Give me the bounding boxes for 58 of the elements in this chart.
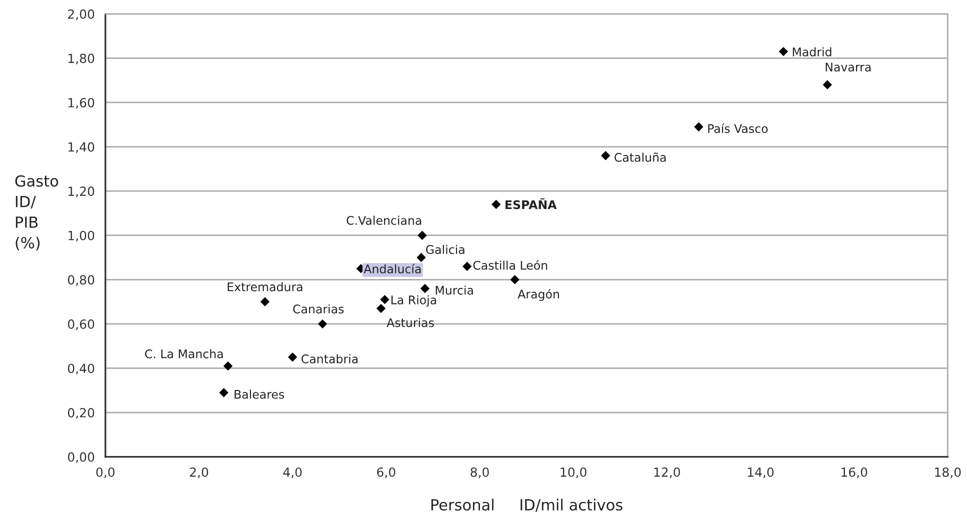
point [223,361,233,371]
annotation: Navarra [826,62,871,72]
annotation: Cantabria [302,354,358,364]
x-tick-label: 12,0 [654,467,680,478]
x-tick-label: 2,0 [190,467,208,478]
y-tick-label: 0,40 [68,364,94,374]
y-tick-label: 0,00 [68,452,94,464]
annotation: ESPAÑA [506,198,557,210]
point [492,200,501,209]
point [219,388,228,398]
point [260,297,270,306]
annotation: Canarias [293,304,344,314]
point [418,230,427,240]
annotation: Andalucía [364,264,421,274]
point [416,252,426,262]
x-tick-label: 0,0 [96,467,115,478]
point [420,284,430,294]
x-tick-label: 16,0 [842,467,868,478]
point [376,304,386,314]
y-tick-label: 2,00 [68,9,94,20]
y-tick-label: 0,60 [68,319,94,330]
point [601,151,610,160]
point [822,80,832,90]
annotation: Madrid [792,47,832,56]
y-tick-label: 1,60 [68,98,94,109]
y-axis-title: Gasto ID/ PIB (%) [15,175,58,250]
point [510,275,520,284]
x-tick-label: 8,0 [470,467,489,478]
y-tick-label: 1,20 [68,186,94,198]
annotation: Cataluña [614,152,666,162]
point [380,294,390,304]
annotation: Murcia [436,286,473,295]
annotation: Baleares [234,390,284,399]
annotation: C.Valenciana [346,216,422,225]
y-tick-label: 0,80 [68,275,94,286]
annotation: Aragón [518,288,559,301]
y-tick-label: 1,80 [68,54,94,64]
x-tick-label: 18,0 [935,467,961,478]
point [288,352,298,362]
y-tick-label: 1,40 [68,142,94,153]
annotation: País Vasco [708,123,768,134]
annotation: C. La Mancha [145,349,223,358]
annotation: Castilla León [473,260,548,270]
x-tick-label: 4,0 [283,467,302,478]
x-tick-label: 10,0 [560,467,586,478]
y-tick-label: 0,20 [68,408,94,419]
x-tick-label: 14,0 [748,467,774,478]
x-tick-label: 6,0 [377,467,396,478]
annotation: La Rioja [391,295,436,307]
annotation: Extremadura [228,282,302,292]
annotation: Asturias [386,318,434,328]
point [694,122,704,132]
annotation: Galicia [426,244,464,254]
x-axis-title: Personal ID/mil activos [431,498,622,512]
point [778,46,788,56]
point [462,262,472,271]
point [318,319,328,329]
y-tick-label: 1,00 [68,230,94,242]
